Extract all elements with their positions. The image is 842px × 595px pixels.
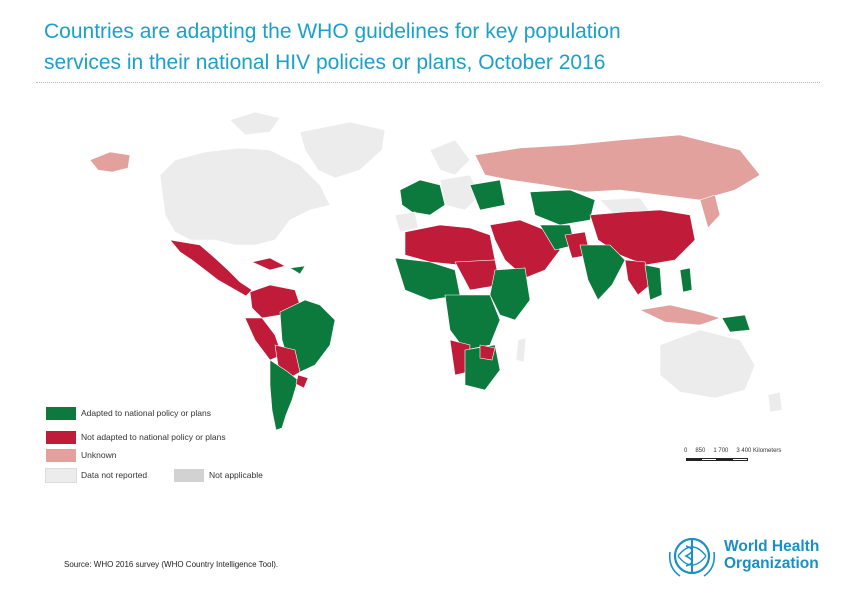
region-myanmar-thailand — [624, 259, 651, 296]
legend-label: Unknown — [81, 450, 117, 460]
title-divider — [36, 82, 820, 83]
legend-label: Not applicable — [209, 470, 263, 480]
region-central-europe — [439, 174, 481, 211]
region-central-africa — [444, 294, 501, 351]
page-title: Countries are adapting the WHO guideline… — [44, 16, 804, 78]
region-scandinavia — [429, 139, 471, 176]
region-north-africa — [404, 224, 496, 266]
region-papua — [721, 314, 751, 333]
region-madagascar — [515, 337, 527, 363]
map-legend: Adapted to national policy or plans Not … — [45, 405, 306, 485]
legend-item: Adapted to national policy or plans — [46, 405, 211, 421]
who-logo: World Health Organization — [666, 532, 826, 580]
region-caribbean — [251, 257, 286, 271]
scale-label: 0 — [684, 448, 688, 454]
scale-bar-segments — [686, 458, 748, 461]
region-bolivia-paraguay — [274, 344, 301, 379]
legend-item: Not adapted to national policy or plans — [46, 429, 226, 445]
region-zambia-zimbabwe — [479, 344, 496, 361]
region-canadian-arctic — [229, 111, 281, 136]
region-middle-east — [489, 219, 561, 279]
legend-item: Not applicable — [174, 467, 263, 483]
legend-swatch — [46, 448, 76, 462]
region-new-zealand — [767, 391, 783, 413]
region-indochina — [644, 264, 663, 301]
region-western-europe — [399, 179, 446, 216]
region-alaska — [89, 151, 131, 173]
region-russia — [474, 134, 761, 201]
legend-swatch — [174, 468, 204, 482]
region-iberia — [394, 211, 419, 233]
region-greenland — [299, 121, 386, 179]
legend-item: Unknown — [46, 447, 116, 463]
legend-label: Adapted to national policy or plans — [81, 408, 211, 418]
title-line-2: services in their national HIV policies … — [44, 51, 606, 74]
legend-label: Not adapted to national policy or plans — [81, 432, 226, 442]
region-mexico-central-america — [169, 239, 253, 297]
region-indonesia — [639, 304, 721, 326]
region-australia — [659, 329, 756, 399]
region-central-asia — [529, 189, 596, 226]
scale-label: 1 700 — [713, 448, 729, 454]
title-line-1: Countries are adapting the WHO guideline… — [44, 20, 621, 43]
legend-swatch — [46, 406, 76, 420]
legend-label: Data not reported — [81, 470, 148, 480]
legend-swatch — [45, 467, 77, 483]
region-india — [579, 244, 626, 301]
region-canada-usa — [159, 147, 331, 246]
region-uruguay — [295, 374, 309, 389]
scale-label: 850 — [695, 448, 706, 454]
who-name-line-2: Organization — [724, 555, 819, 572]
region-eastern-europe — [469, 179, 506, 211]
legend-swatch — [46, 430, 76, 444]
source-note: Source: WHO 2016 survey (WHO Country Int… — [64, 560, 279, 569]
region-cuba-hispaniola — [289, 265, 306, 275]
region-chile-argentina — [269, 359, 299, 431]
scale-bar: 0 850 1 700 3 400 Kilometers — [684, 448, 814, 470]
scale-label: 3 400 Kilometers — [736, 448, 782, 454]
who-emblem-icon — [668, 537, 716, 577]
region-philippines — [679, 267, 693, 293]
who-name-line-1: World Health — [724, 538, 820, 555]
legend-item: Data not reported — [45, 467, 148, 483]
region-japan-korea — [699, 194, 721, 229]
